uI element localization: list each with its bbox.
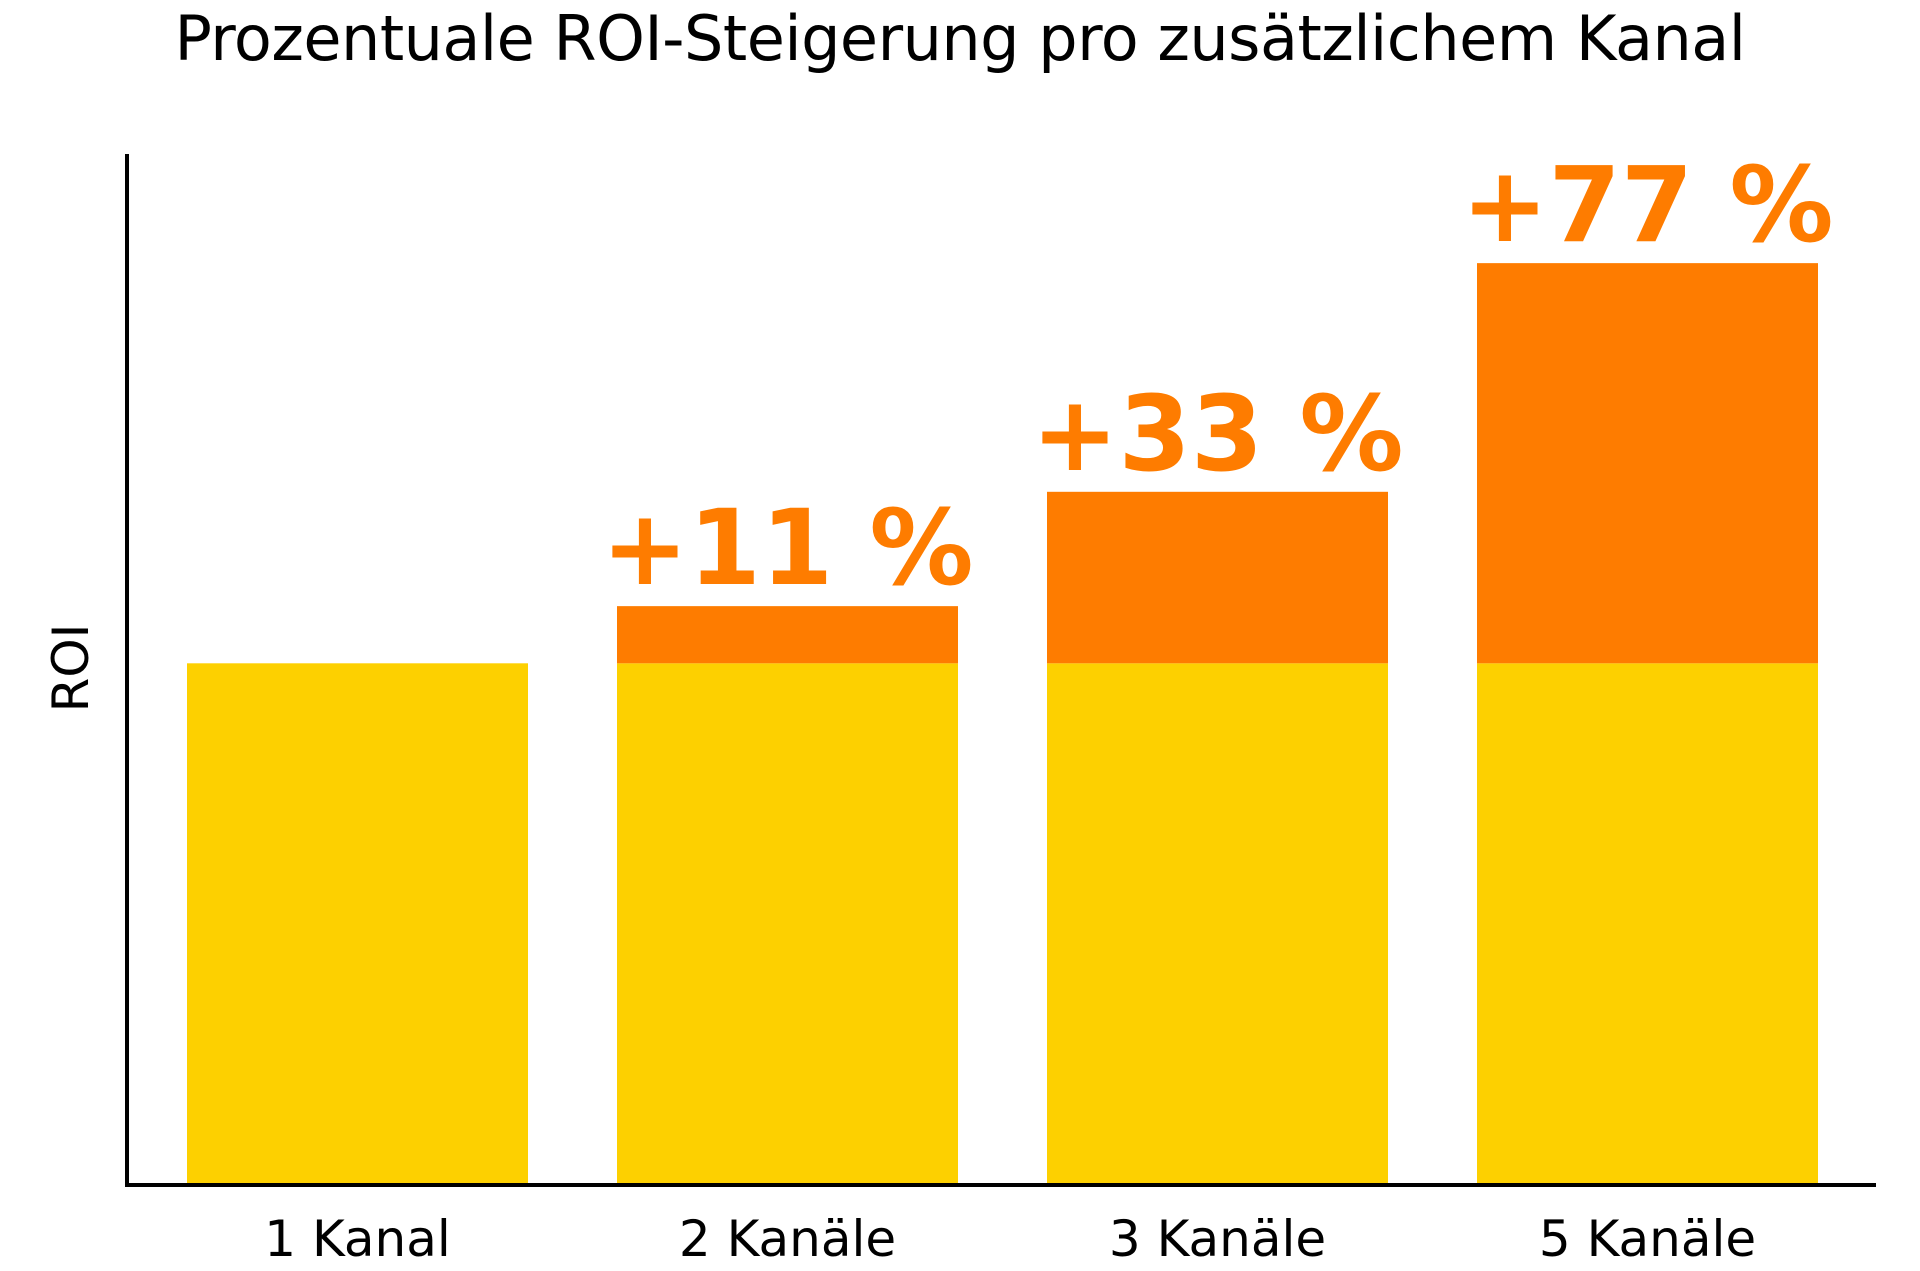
y-axis-label: ROI <box>42 624 100 713</box>
bar-data-label: +33 % <box>1031 373 1403 495</box>
bar-increase-segment <box>617 606 958 664</box>
bar-data-label: +77 % <box>1461 144 1833 266</box>
chart-title: Prozentuale ROI-Steigerung pro zusätzlic… <box>174 2 1746 75</box>
bar-base-segment <box>1477 663 1818 1183</box>
x-tick-label: 1 Kanal <box>264 1210 450 1268</box>
x-tick-label: 2 Kanäle <box>679 1210 896 1268</box>
x-tick-label: 3 Kanäle <box>1109 1210 1326 1268</box>
x-tick-label: 5 Kanäle <box>1539 1210 1756 1268</box>
bar-base-segment <box>617 663 958 1183</box>
bars-layer <box>187 263 1818 1183</box>
bar-base-segment <box>187 663 528 1183</box>
bar-data-label: +11 % <box>601 487 973 609</box>
data-labels-layer: +11 % +33 % +77 % <box>601 144 1833 609</box>
bar-base-segment <box>1047 663 1388 1183</box>
bar-increase-segment <box>1477 263 1818 664</box>
x-tick-labels-layer: 1 Kanal 2 Kanäle 3 Kanäle 5 Kanäle <box>264 1210 1756 1268</box>
bar-increase-segment <box>1047 491 1388 664</box>
